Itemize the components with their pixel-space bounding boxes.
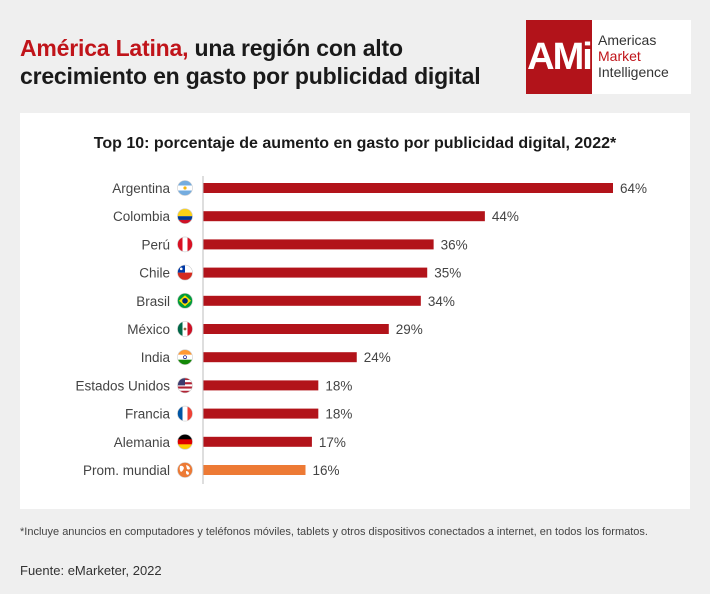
category-label: Argentina <box>112 181 170 196</box>
flag-brazil-icon <box>177 293 193 309</box>
logo-mark: AMi <box>526 20 593 94</box>
bar-row: Chile 35% <box>139 264 461 281</box>
bar-row: Argentina 64% <box>112 180 647 196</box>
bar <box>203 380 319 391</box>
category-label: Estados Unidos <box>75 378 170 393</box>
footnote: *Incluye anuncios en computadores y telé… <box>20 526 648 538</box>
value-label: 35% <box>434 266 461 281</box>
flag-colombia-icon <box>177 208 193 224</box>
value-label: 29% <box>396 322 423 337</box>
bar <box>203 183 613 193</box>
globe-icon <box>177 462 193 478</box>
value-label: 18% <box>325 407 352 422</box>
bar <box>203 465 306 475</box>
logo-line-3: Intelligence <box>598 64 669 80</box>
headline-rest: una región con alto crecimiento en gasto… <box>20 35 481 89</box>
bar-row: Colombia 44% <box>113 208 519 224</box>
bar-row: Perú 36% <box>141 236 468 253</box>
flag-argentina-icon <box>177 180 193 196</box>
flag-usa-icon <box>177 377 193 394</box>
category-label: Chile <box>139 266 170 281</box>
value-label: 16% <box>313 463 340 478</box>
category-label: India <box>141 350 171 365</box>
source-note: Fuente: eMarketer, 2022 <box>20 563 162 578</box>
value-label: 36% <box>441 237 468 252</box>
bar <box>203 211 485 222</box>
category-label: Francia <box>125 407 171 422</box>
bar <box>203 408 319 419</box>
category-label: Prom. mundial <box>83 463 170 478</box>
value-label: 34% <box>428 294 455 309</box>
value-label: 44% <box>492 209 519 224</box>
category-label: Alemania <box>114 435 171 450</box>
logo-line-1: Americas <box>598 32 657 48</box>
bar-row: Alemania 17% <box>114 433 346 450</box>
ami-logo: AMi Americas Market Intelligence <box>526 20 691 94</box>
bar <box>203 352 357 363</box>
bar <box>203 436 312 447</box>
bar-row: Francia 18% <box>125 405 352 422</box>
category-label: Brasil <box>136 294 170 309</box>
bar-row: México 29% <box>127 321 423 337</box>
flag-peru-icon <box>177 236 193 253</box>
value-label: 64% <box>620 181 647 196</box>
flag-india-icon <box>177 349 193 365</box>
headline: América Latina, una región con alto crec… <box>20 34 500 90</box>
flag-france-icon <box>177 405 193 422</box>
chart-card: Top 10: porcentaje de aumento en gasto p… <box>20 113 690 509</box>
headline-accent: América Latina, <box>20 35 189 61</box>
category-label: Perú <box>141 237 170 252</box>
bar <box>203 239 434 250</box>
bar-row: Estados Unidos 18% <box>75 377 352 394</box>
category-label: México <box>127 322 170 337</box>
bar-chart: Argentina 64% Colombia 44% Perú 36% Chile 35% Br… <box>75 176 647 484</box>
bar <box>203 295 421 306</box>
logo-wordmark: Americas Market Intelligence <box>598 32 690 80</box>
flag-mexico-icon <box>177 321 193 337</box>
chart-title: Top 10: porcentaje de aumento en gasto p… <box>93 135 617 152</box>
value-label: 24% <box>364 350 391 365</box>
value-label: 17% <box>319 435 346 450</box>
bar <box>203 267 428 278</box>
bar <box>203 324 389 334</box>
bar-row: Prom. mundial 16% <box>83 462 340 478</box>
value-label: 18% <box>325 378 352 393</box>
flag-germany-icon <box>177 433 193 450</box>
category-label: Colombia <box>113 209 171 224</box>
logo-line-2: Market <box>598 48 641 64</box>
bar-row: Brasil 34% <box>136 293 455 309</box>
flag-chile-icon <box>177 264 193 281</box>
bar-row: India 24% <box>141 349 391 365</box>
